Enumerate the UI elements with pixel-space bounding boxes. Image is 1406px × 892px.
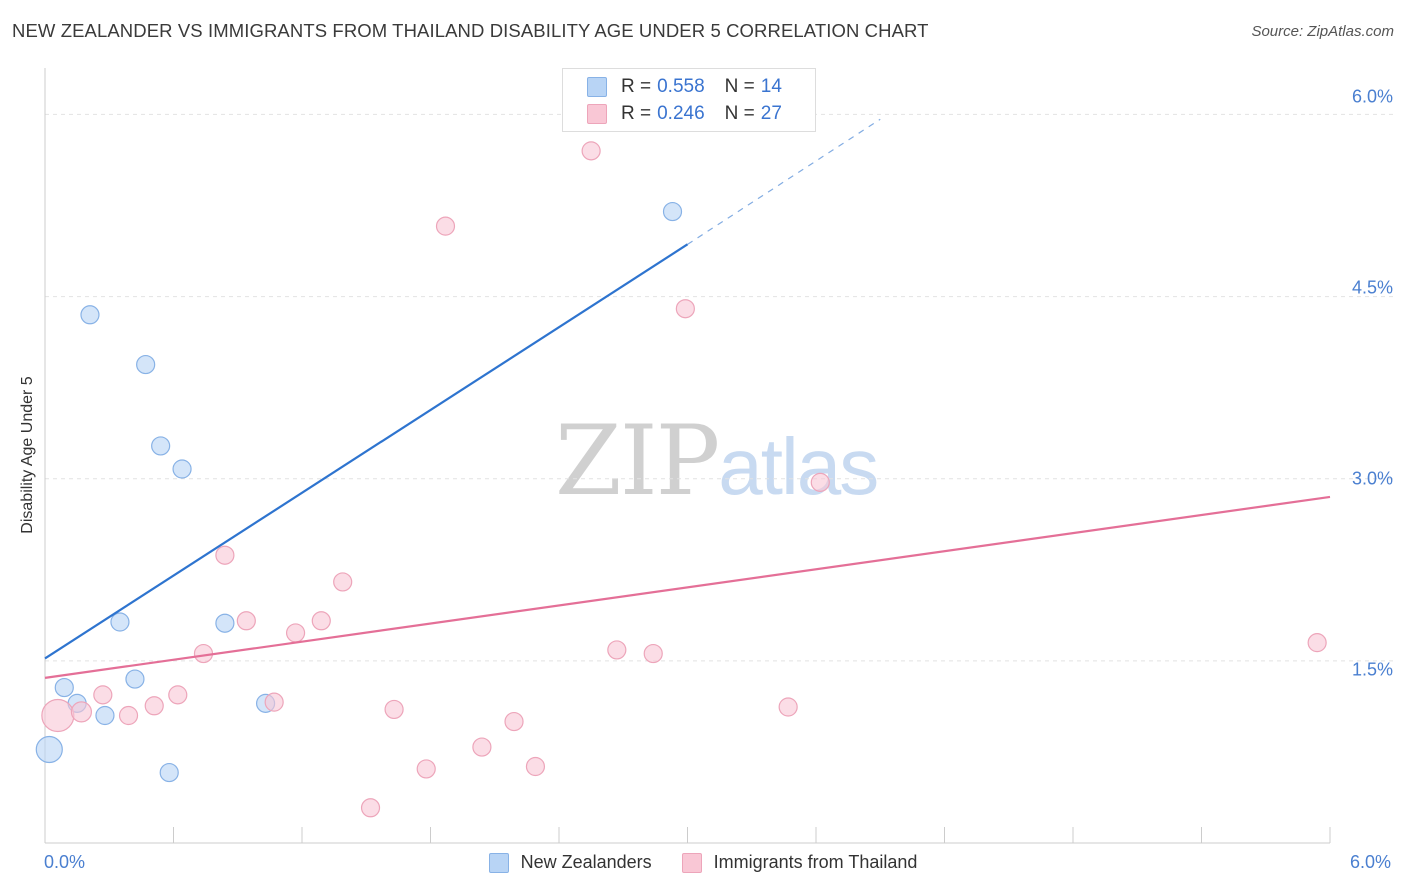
legend-n-label: N =	[724, 76, 755, 97]
chart-title: NEW ZEALANDER VS IMMIGRANTS FROM THAILAN…	[12, 20, 929, 41]
pink-point-19	[525, 756, 546, 777]
blue-point-1	[54, 677, 74, 698]
pink-point-12	[333, 572, 353, 592]
correlation-legend: R = 0.558 N = 14 R = 0.246 N = 27	[562, 68, 816, 132]
legend-item-thailand[interactable]: Immigrants from Thailand	[681, 852, 918, 873]
pink-point-23	[675, 299, 695, 319]
blue-point-7	[172, 459, 192, 479]
blue-point-12	[159, 762, 179, 783]
blue-point-8	[110, 612, 130, 632]
pink-point-1	[70, 701, 93, 723]
legend-swatch-pink	[681, 852, 702, 873]
legend-row-new-zealanders: R = 0.558 N = 14	[587, 75, 782, 99]
legend-row-thailand: R = 0.246 N = 27	[587, 102, 782, 126]
watermark: ZIPatlas	[555, 405, 879, 517]
pink-point-10	[285, 623, 306, 643]
watermark-atlas: atlas	[718, 422, 879, 511]
watermark-zip: ZIP	[555, 405, 720, 517]
blue-point-13	[662, 201, 683, 222]
pink-point-0	[41, 698, 75, 733]
pink-point-11	[311, 611, 331, 631]
pink-point-22	[643, 643, 663, 664]
pink-point-17	[472, 737, 492, 757]
pink-trend-line	[44, 495, 1331, 679]
pink-point-9	[264, 692, 284, 712]
y-tick-label-3: 3.0%	[1351, 468, 1393, 489]
blue-trend-line	[44, 243, 689, 660]
source-credit: Source: ZipAtlas.com	[1251, 23, 1394, 40]
y-axis-label: Disability Age Under 5	[19, 376, 36, 534]
pink-point-8	[236, 611, 256, 631]
legend-item-new-zealanders[interactable]: New Zealanders	[488, 852, 652, 873]
legend-r-label: R =	[621, 103, 652, 124]
pink-point-15	[416, 759, 436, 779]
blue-trend-extension	[687, 118, 881, 245]
pink-point-7	[215, 545, 235, 565]
blue-point-6	[151, 436, 171, 456]
blue-point-4	[80, 305, 100, 325]
blue-point-10	[215, 613, 235, 633]
pink-point-26	[1307, 633, 1327, 653]
x-tick-label-max: 6.0%	[1350, 852, 1392, 872]
blue-point-0	[35, 735, 63, 764]
blue-point-5	[136, 354, 156, 375]
blue-point-9	[125, 669, 145, 689]
legend-swatch-blue	[488, 852, 509, 873]
x-tick-label-min: 0.0%	[44, 852, 86, 872]
pink-point-16	[435, 216, 456, 236]
legend-label-thailand: Immigrants from Thailand	[713, 852, 918, 872]
blue-point-3	[95, 705, 115, 726]
legend-n-value: 14	[760, 76, 782, 97]
pink-point-2	[93, 685, 113, 705]
pink-point-21	[607, 640, 627, 660]
pink-point-5	[168, 685, 188, 705]
pink-point-13	[360, 798, 381, 818]
legend-r-label: R =	[621, 76, 652, 97]
y-tick-label-4-5: 4.5%	[1351, 277, 1393, 298]
pink-point-24	[778, 697, 798, 717]
legend-swatch-blue	[587, 77, 607, 97]
legend-n-value: 27	[760, 103, 782, 124]
legend-label-new-zealanders: New Zealanders	[520, 852, 652, 872]
pink-point-3	[118, 705, 139, 726]
legend-r-value: 0.246	[657, 103, 705, 124]
pink-point-4	[144, 696, 164, 716]
pink-point-25	[810, 472, 830, 492]
legend-r-value: 0.558	[657, 76, 705, 97]
pink-point-18	[504, 711, 524, 732]
y-tick-label-1-5: 1.5%	[1351, 659, 1393, 680]
legend-n-label: N =	[724, 103, 755, 124]
legend-swatch-pink	[587, 104, 607, 124]
y-tick-label-6: 6.0%	[1351, 86, 1393, 107]
series-legend: New Zealanders Immigrants from Thailand	[0, 852, 1406, 873]
pink-point-20	[581, 141, 601, 161]
pink-point-14	[384, 699, 404, 720]
